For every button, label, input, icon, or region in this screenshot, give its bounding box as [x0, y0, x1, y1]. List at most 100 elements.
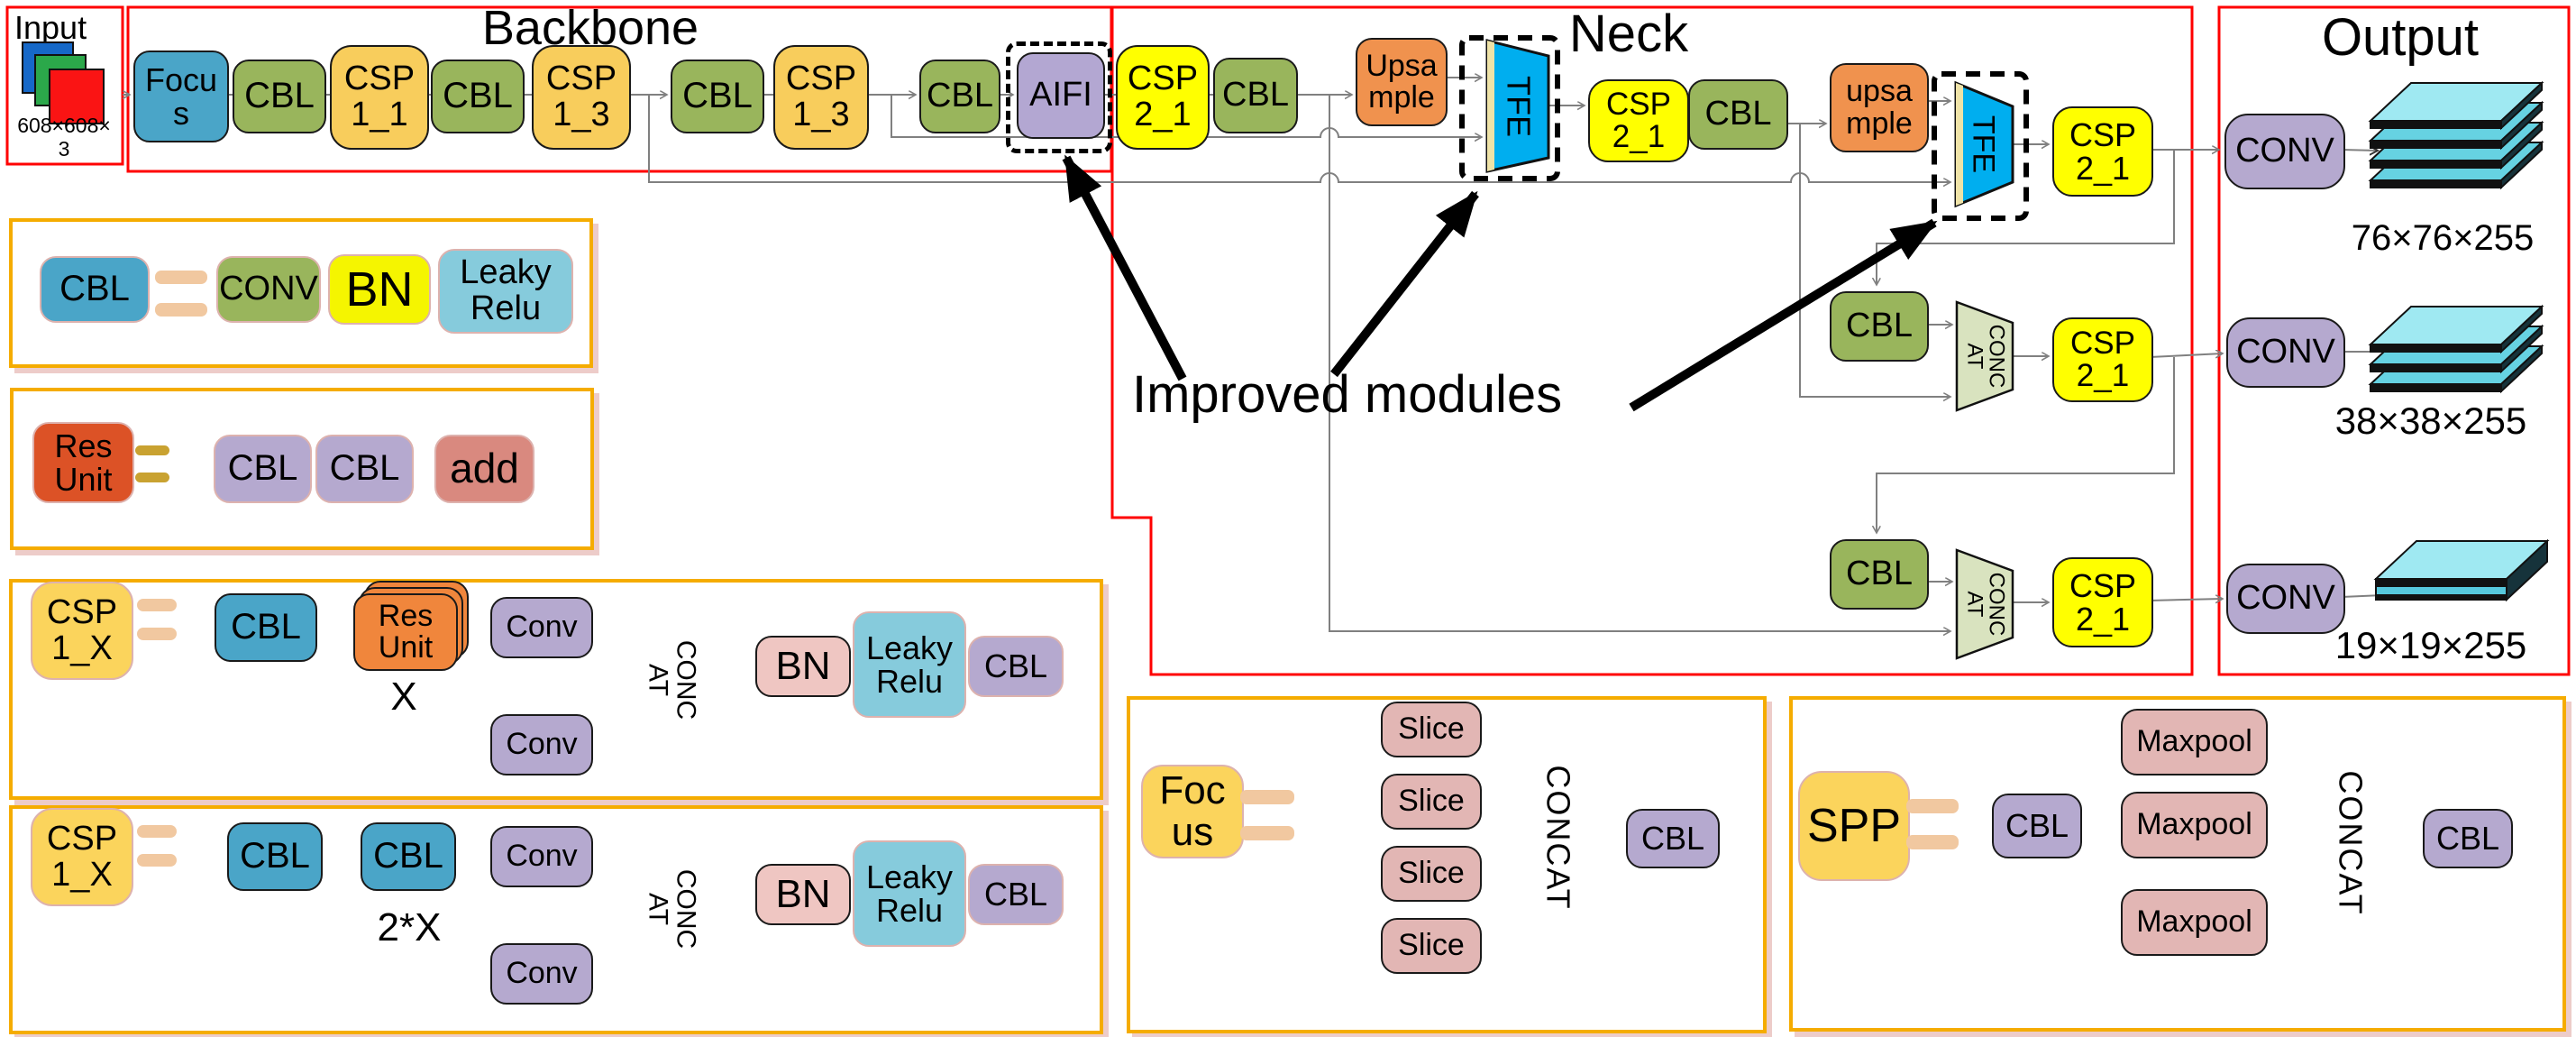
block-conv-19: CONV — [2226, 564, 2345, 634]
tfe1-dashed-outline — [1459, 35, 1560, 181]
block-csp2-1-a: CSP 2_1 — [1116, 45, 1210, 150]
equals-bar — [137, 628, 177, 640]
legend-csp1x2-cbl-2: CBL — [361, 822, 456, 891]
legend-leaky-relu: Leaky Relu — [438, 249, 573, 334]
tfe-shapes — [1459, 35, 2029, 221]
block-cbl-7: CBL — [1830, 291, 1929, 362]
spp-concat-label: CONCAT — [2332, 770, 2370, 916]
legend-spp-cbl-out: CBL — [2423, 809, 2513, 868]
legend-slice-1: Slice — [1381, 702, 1482, 757]
legend-csp1x2-bn: BN — [755, 864, 851, 925]
feature-map-76 — [2368, 80, 2544, 190]
tfe2-label: TFE — [1966, 115, 2001, 174]
tfe2-dashed-outline — [1932, 71, 2029, 221]
output-size-19: 19×19×255 — [2334, 624, 2527, 666]
block-upsample-2: upsa mple — [1830, 63, 1929, 152]
input-title: Input — [14, 9, 87, 46]
block-csp2-1-e: CSP 2_1 — [2052, 557, 2153, 647]
equals-bar — [137, 825, 177, 838]
input-dimensions: 608×608× 3 — [17, 114, 111, 161]
block-csp1-1: CSP 1_1 — [330, 45, 429, 150]
legend-csp1x-res-unit: Res Unit — [353, 593, 458, 671]
neck-title: Neck — [1568, 5, 1689, 63]
legend-maxpool-1: Maxpool — [2121, 709, 2268, 775]
equals-bar — [137, 854, 177, 867]
block-csp2-1-d: CSP 2_1 — [2052, 317, 2153, 402]
legend-csp1x2-leaky-relu: Leaky Relu — [853, 840, 966, 947]
legend-csp1x-conv-top: Conv — [490, 597, 593, 658]
improved-module-arrows — [1062, 154, 1938, 412]
legend-csp1x2-conv-top: Conv — [490, 826, 593, 887]
legend-csp1x-leaky-relu: Leaky Relu — [853, 611, 966, 718]
block-cbl-2: CBL — [431, 60, 525, 133]
equals-bar — [155, 271, 207, 284]
legend-csp1x-cbl: CBL — [215, 593, 317, 662]
legend-bn: BN — [328, 254, 431, 325]
legend-res-cbl-1: CBL — [214, 435, 312, 503]
repeat-count-2x: 2*X — [377, 905, 442, 950]
feature-map-19 — [2373, 538, 2550, 602]
block-csp1-3-b: CSP 1_3 — [773, 45, 869, 150]
legend-cbl: CBL — [40, 256, 150, 323]
output-title: Output — [2321, 8, 2480, 67]
improved-modules-label: Improved modules — [1132, 365, 1563, 424]
equals-bar — [137, 599, 177, 611]
legend-res-add: add — [434, 435, 534, 503]
equals-bar — [135, 473, 169, 482]
legend-csp1x2-concat-label: CONC AT — [644, 868, 701, 950]
input-image-layer-red — [49, 69, 105, 124]
legend-csp1x2-cbl-out: CBL — [968, 864, 1064, 925]
block-cbl-4: CBL — [919, 60, 1000, 133]
aifi-dashed-outline — [1006, 41, 1112, 153]
block-cbl-6: CBL — [1688, 79, 1788, 150]
repeat-count-x: X — [390, 675, 417, 719]
legend-csp1x-bn: BN — [755, 636, 851, 697]
legend-csp1x2: CSP 1_X — [31, 808, 133, 906]
block-cbl-5: CBL — [1213, 58, 1298, 133]
equals-bar — [135, 445, 169, 455]
legend-slice-2: Slice — [1381, 774, 1482, 830]
arrow-to-aifi — [1062, 154, 1187, 381]
tfe1-label: TFE — [1500, 76, 1538, 137]
equals-bar — [1240, 826, 1294, 840]
feature-map-38 — [2368, 304, 2544, 394]
legend-res-cbl-2: CBL — [315, 435, 414, 503]
equals-bar — [1240, 790, 1294, 804]
legend-csp1x-conv-bottom: Conv — [490, 714, 593, 775]
legend-conv: CONV — [216, 256, 321, 323]
legend-res-unit: Res Unit — [32, 422, 134, 503]
legend-slice-4: Slice — [1381, 918, 1482, 974]
legend-csp1x2-cbl-1: CBL — [227, 822, 323, 891]
legend-slice-3: Slice — [1381, 846, 1482, 902]
block-conv-38: CONV — [2226, 317, 2345, 388]
legend-csp1x-concat-label: CONC AT — [644, 639, 701, 720]
legend-focus: Foc us — [1141, 765, 1244, 858]
equals-bar — [1906, 799, 1959, 813]
legend-csp1x2-conv-bottom: Conv — [490, 943, 593, 1005]
block-csp2-1-c: CSP 2_1 — [2052, 106, 2153, 197]
arrow-to-tfe1 — [1330, 190, 1479, 378]
block-csp2-1-b: CSP 2_1 — [1588, 79, 1689, 162]
neck-box — [1110, 5, 2194, 676]
neck-concat-row3-label: CONC AT — [1962, 572, 2009, 637]
block-focus: Focu s — [133, 50, 229, 142]
block-cbl-8: CBL — [1830, 539, 1929, 610]
legend-focus-cbl: CBL — [1626, 809, 1720, 868]
output-size-38: 38×38×255 — [2334, 399, 2527, 442]
legend-spp: SPP — [1798, 771, 1910, 881]
input-box — [5, 5, 124, 166]
neck-concat-row2-label: CONC AT — [1962, 324, 2009, 389]
legend-csp1x: CSP 1_X — [31, 582, 133, 680]
block-aifi: AIFI — [1017, 52, 1105, 139]
legend-spp-cbl-in: CBL — [1992, 794, 2082, 858]
focus-concat-label: CONCAT — [1539, 765, 1577, 911]
equals-bar — [155, 303, 207, 317]
legend-maxpool-2: Maxpool — [2121, 792, 2268, 858]
arrow-to-tfe2 — [1629, 218, 1938, 412]
output-box — [2217, 5, 2571, 676]
legend-maxpool-3: Maxpool — [2121, 889, 2268, 956]
block-upsample-1: Upsa mple — [1356, 38, 1448, 126]
block-cbl-3: CBL — [671, 60, 764, 133]
legend-csp1x-cbl-out: CBL — [968, 636, 1064, 697]
